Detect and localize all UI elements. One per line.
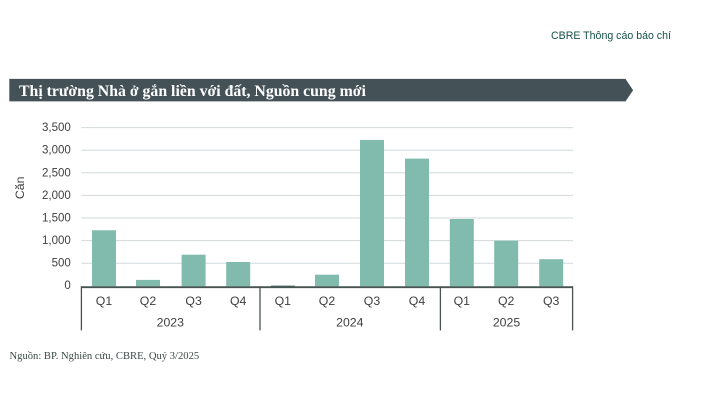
svg-text:Căn: Căn [13,176,27,199]
svg-text:1,500: 1,500 [42,212,71,224]
svg-text:Q1: Q1 [96,294,113,308]
svg-text:3,500: 3,500 [42,122,71,134]
svg-text:Q1: Q1 [454,294,471,308]
svg-text:0: 0 [64,280,70,292]
svg-text:Q3: Q3 [364,294,381,308]
svg-text:2023: 2023 [157,316,185,330]
svg-text:Q2: Q2 [319,294,336,308]
svg-text:500: 500 [52,258,71,270]
svg-text:Q3: Q3 [185,294,202,308]
svg-text:2,000: 2,000 [42,190,71,202]
svg-text:2,500: 2,500 [42,167,71,179]
svg-text:Q2: Q2 [498,294,515,308]
svg-text:Q3: Q3 [543,294,560,308]
svg-text:Q4: Q4 [230,294,247,308]
svg-text:Q2: Q2 [140,294,157,308]
svg-text:Q4: Q4 [409,294,426,308]
svg-text:2024: 2024 [336,316,364,330]
svg-text:Q1: Q1 [275,294,292,308]
svg-text:1,000: 1,000 [42,235,71,247]
svg-text:2025: 2025 [493,316,521,330]
svg-text:3,000: 3,000 [42,145,71,157]
